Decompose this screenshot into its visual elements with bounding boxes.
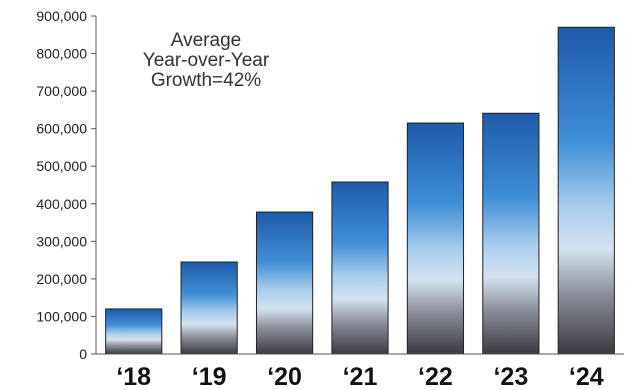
y-tick-label: 0 xyxy=(79,346,87,362)
bars xyxy=(105,26,615,355)
bar xyxy=(406,122,465,355)
y-axis: 0 100,000 200,000 300,000 400,000 500,000 600,… xyxy=(36,8,96,362)
annotation-line: Average xyxy=(171,30,241,51)
bar xyxy=(557,26,615,355)
x-tick-label: ‘22 xyxy=(418,363,453,390)
y-tick-label: 300,000 xyxy=(36,233,87,249)
x-tick-label: ‘19 xyxy=(192,363,227,390)
y-tick-label: 400,000 xyxy=(36,196,87,212)
y-tick-label: 600,000 xyxy=(36,121,87,137)
annotation-line: Year-over-Year xyxy=(143,50,270,71)
annotation-line: Growth=42% xyxy=(151,70,261,91)
bar xyxy=(255,211,314,355)
x-tick-label: ‘20 xyxy=(267,363,302,390)
y-tick-label: 900,000 xyxy=(36,8,87,24)
y-tick-label: 200,000 xyxy=(36,271,87,287)
x-axis: ‘18 ‘19 ‘20 ‘21 ‘22 ‘23 ‘24 xyxy=(116,363,603,390)
bar xyxy=(105,308,163,355)
y-tick-label: 500,000 xyxy=(36,158,87,174)
x-tick-label: ‘23 xyxy=(493,363,528,390)
y-tick-label: 800,000 xyxy=(36,46,87,62)
y-tick-label: 100,000 xyxy=(36,308,87,324)
y-tick-label: 700,000 xyxy=(36,83,87,99)
bar xyxy=(482,112,540,355)
x-tick-label: ‘24 xyxy=(569,363,604,390)
bar xyxy=(180,261,238,355)
x-tick-label: ‘21 xyxy=(343,363,378,390)
bar xyxy=(331,181,389,355)
x-tick-label: ‘18 xyxy=(116,363,151,390)
